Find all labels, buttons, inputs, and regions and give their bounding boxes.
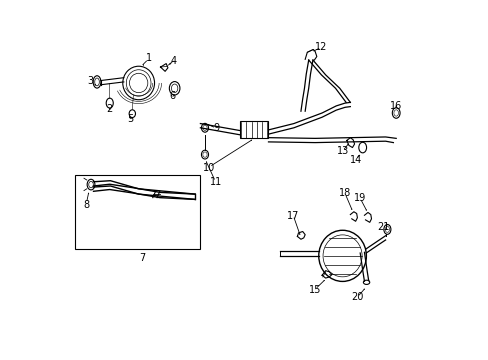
Text: 17: 17 [286, 211, 299, 221]
Text: 11: 11 [210, 177, 222, 187]
Text: 7: 7 [139, 253, 145, 263]
Text: 12: 12 [315, 42, 327, 51]
Bar [240, 121, 268, 138]
Text: 6: 6 [169, 91, 175, 101]
Text: 21: 21 [377, 221, 389, 231]
Text: 2: 2 [106, 104, 113, 114]
Text: 13: 13 [336, 146, 348, 156]
Text: 5: 5 [126, 114, 133, 124]
Text: 8: 8 [83, 200, 89, 210]
Text: 10: 10 [203, 163, 215, 173]
Text: 18: 18 [338, 188, 350, 198]
Text: 4: 4 [170, 56, 176, 66]
Text: 14: 14 [349, 154, 361, 165]
Text: 3: 3 [87, 76, 93, 86]
Text: 15: 15 [308, 285, 321, 295]
Text: 1: 1 [145, 53, 151, 63]
Text: 9: 9 [213, 123, 219, 133]
Text: 20: 20 [350, 292, 363, 302]
Text: 19: 19 [353, 193, 366, 203]
Text: 16: 16 [389, 101, 402, 111]
Bar [75, 175, 200, 249]
